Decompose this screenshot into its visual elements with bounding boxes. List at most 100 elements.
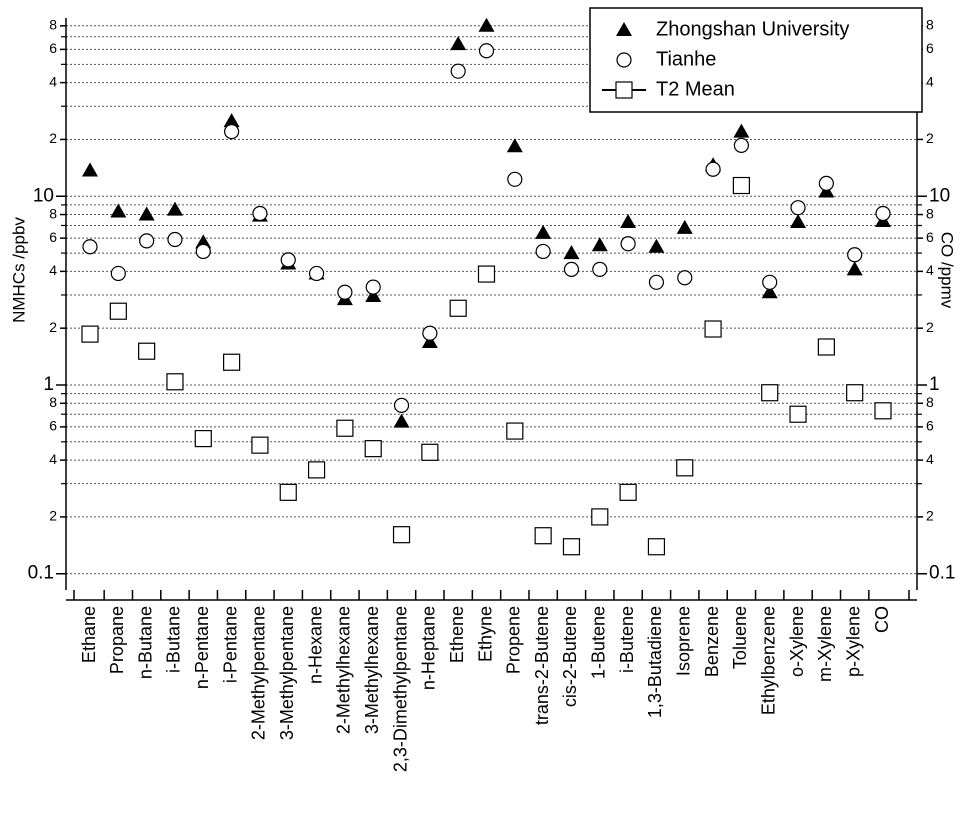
y-tick-label: 8 bbox=[49, 205, 57, 221]
data-point bbox=[620, 214, 637, 229]
data-point bbox=[790, 200, 806, 216]
data-point bbox=[139, 233, 155, 249]
legend-marker bbox=[615, 81, 633, 99]
x-tick-label: i-Pentane bbox=[220, 606, 240, 683]
data-point bbox=[279, 483, 297, 501]
data-point bbox=[534, 527, 552, 545]
y-tick-label: 1 bbox=[43, 374, 54, 395]
y2-axis-label: CO /ppmv bbox=[938, 232, 957, 309]
y-tick-label: 2 bbox=[49, 319, 57, 335]
x-tick-label: n-Pentane bbox=[192, 606, 212, 689]
data-point bbox=[676, 459, 694, 477]
data-point bbox=[224, 124, 240, 140]
y2-tick-label: 6 bbox=[926, 40, 934, 56]
data-point bbox=[817, 338, 835, 356]
y-tick-label: 4 bbox=[49, 262, 57, 278]
y-tick-label: 10 bbox=[33, 185, 54, 206]
x-tick-label: m-Xylene bbox=[815, 606, 835, 682]
data-point bbox=[223, 113, 240, 128]
x-tick-label: i-Butane bbox=[164, 606, 184, 673]
x-tick-label: n-Hexane bbox=[305, 606, 325, 684]
data-point bbox=[506, 138, 523, 153]
data-point bbox=[535, 243, 551, 260]
data-point bbox=[280, 252, 296, 268]
data-point bbox=[393, 413, 410, 428]
y2-tick-label: 4 bbox=[926, 262, 934, 278]
data-point bbox=[761, 384, 779, 402]
data-point bbox=[647, 538, 666, 556]
x-tick-label: n-Heptane bbox=[419, 606, 439, 690]
data-point bbox=[110, 265, 126, 282]
x-tick-label: 3-Methylpentane bbox=[277, 606, 297, 740]
y2-tick-label: 2 bbox=[926, 508, 934, 524]
data-point bbox=[421, 443, 439, 461]
x-tick-label: trans-2-Butene bbox=[532, 606, 552, 725]
x-tick-label: 2-Methylpentane bbox=[249, 606, 269, 740]
x-tick-label: i-Butene bbox=[617, 606, 637, 673]
x-tick-label: 2-Methylhexane bbox=[334, 606, 354, 734]
data-point bbox=[591, 237, 608, 252]
data-point bbox=[478, 43, 495, 59]
x-tick-label: Ethene bbox=[447, 606, 467, 663]
y-tick-label: 6 bbox=[49, 418, 57, 434]
data-point bbox=[874, 402, 892, 420]
data-point bbox=[82, 162, 98, 177]
y2-tick-label: 2 bbox=[926, 319, 934, 335]
data-point bbox=[790, 214, 807, 229]
y-tick-label: 0.1 bbox=[28, 563, 54, 584]
legend-label: Tianhe bbox=[656, 48, 716, 70]
data-point bbox=[308, 265, 325, 282]
data-point bbox=[307, 461, 326, 479]
data-point bbox=[875, 205, 891, 222]
data-point bbox=[847, 247, 863, 263]
y-tick-label: 4 bbox=[49, 73, 57, 89]
x-tick-label: CO bbox=[872, 606, 892, 633]
data-point bbox=[789, 405, 807, 423]
y-tick-label: 6 bbox=[49, 40, 57, 56]
data-point bbox=[648, 238, 665, 253]
x-tick-label: 2,3-Dimethylpentane bbox=[390, 606, 410, 772]
data-point bbox=[138, 342, 156, 360]
data-point bbox=[704, 320, 722, 338]
x-tick-label: Ethane bbox=[79, 606, 99, 663]
x-tick-label: Propane bbox=[107, 606, 127, 674]
y-axis-label: NMHCs /ppbv bbox=[9, 217, 28, 323]
data-point bbox=[846, 261, 863, 276]
y2-tick-label: 6 bbox=[926, 229, 934, 245]
y2-tick-label: 10 bbox=[929, 185, 950, 206]
data-point bbox=[336, 419, 354, 437]
data-point bbox=[732, 176, 750, 195]
data-point bbox=[167, 231, 183, 248]
x-tick-label: 3-Methylhexane bbox=[362, 606, 382, 734]
data-point bbox=[252, 205, 268, 222]
data-point bbox=[337, 284, 353, 300]
data-point bbox=[846, 384, 864, 402]
data-point bbox=[818, 175, 834, 191]
data-point bbox=[592, 261, 608, 277]
legend-marker bbox=[616, 52, 632, 68]
data-point bbox=[449, 299, 467, 317]
y2-tick-label: 2 bbox=[926, 130, 934, 146]
x-tick-label: n-Butane bbox=[135, 606, 155, 679]
data-point bbox=[477, 265, 496, 283]
legend-box bbox=[589, 7, 923, 113]
data-point bbox=[478, 17, 495, 32]
data-point bbox=[392, 526, 411, 544]
y-tick-label: 4 bbox=[49, 451, 57, 467]
x-tick-label: Propene bbox=[504, 606, 524, 674]
y2-tick-label: 1 bbox=[929, 374, 940, 395]
x-tick-label: Isoprene bbox=[674, 606, 694, 676]
y2-tick-label: 8 bbox=[926, 205, 934, 221]
data-point bbox=[620, 236, 636, 252]
data-point bbox=[507, 171, 523, 187]
data-point bbox=[166, 373, 184, 391]
x-tick-label: o-Xylene bbox=[787, 606, 807, 677]
y2-tick-label: 8 bbox=[926, 17, 934, 33]
data-point bbox=[506, 422, 524, 440]
legend-marker bbox=[616, 22, 632, 36]
data-point bbox=[705, 161, 721, 177]
data-point bbox=[562, 538, 581, 556]
data-point bbox=[109, 302, 127, 320]
data-point bbox=[194, 429, 212, 448]
